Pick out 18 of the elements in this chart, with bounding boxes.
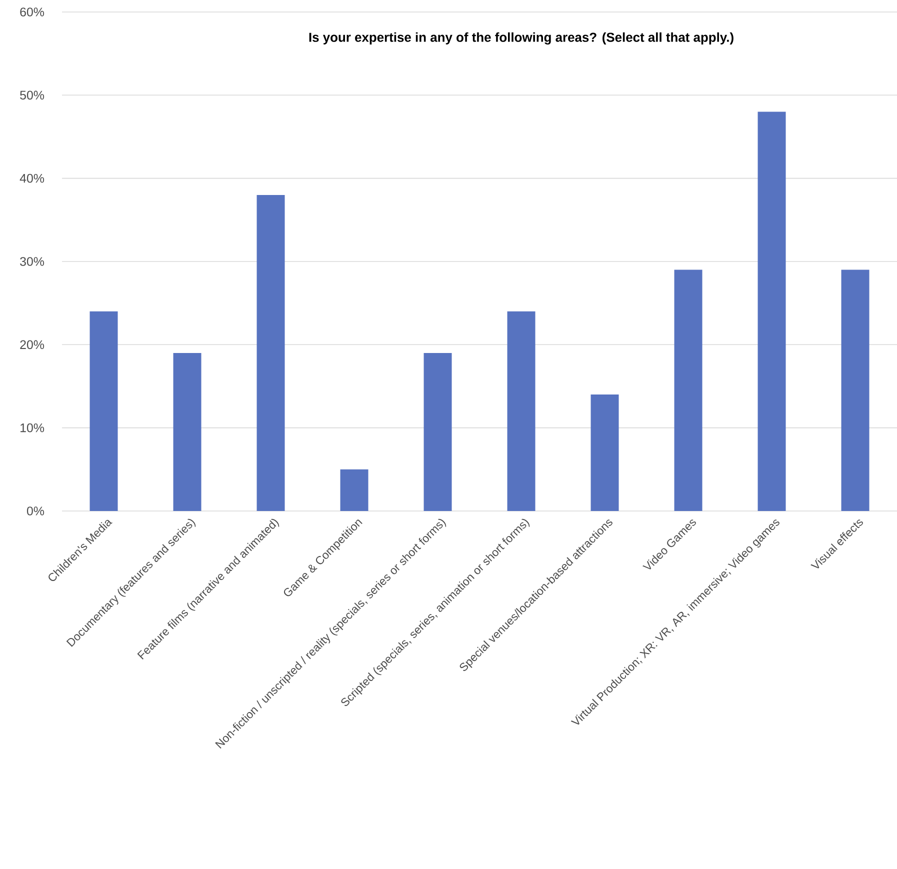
text: Is your expertise in any of the following areas? (Select all that apply.): [309, 32, 734, 45]
bar: [256, 194, 285, 511]
bar: [674, 270, 702, 511]
bar: [173, 352, 202, 511]
y-tick-label: 40%: [20, 174, 44, 183]
bar: [90, 311, 118, 511]
bar: [841, 270, 870, 511]
y-tick-label: 30%: [20, 257, 44, 266]
y-tick-label: 0%: [26, 506, 44, 516]
bar: [424, 352, 452, 511]
bar: [507, 311, 536, 511]
bar: [758, 112, 786, 511]
y-tick-label: 10%: [20, 423, 44, 432]
bar: [340, 469, 368, 511]
y-tick-label: 60%: [20, 8, 44, 16]
y-tick-label: 20%: [20, 340, 44, 350]
y-tick-label: 50%: [20, 90, 44, 100]
bar: [590, 394, 619, 511]
